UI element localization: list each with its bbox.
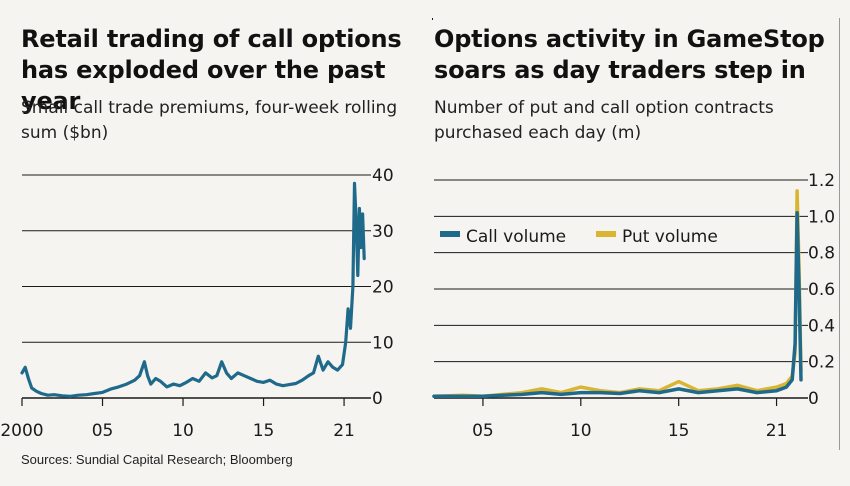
chart2-legend-swatch — [440, 231, 460, 237]
chart2-ytick-label: 0.6 — [808, 280, 835, 300]
chart1-ytick-label: 30 — [372, 222, 394, 242]
chart2-xtick-label: 15 — [668, 421, 690, 441]
chart2-xtick-label: 10 — [570, 421, 592, 441]
chart1-ytick-label: 10 — [372, 333, 394, 353]
chart2-legend-swatch — [596, 231, 616, 237]
chart1-xtick-label: 10 — [172, 421, 194, 441]
chart2-series-call-volume — [432, 210, 803, 398]
chart2-legend-label: Call volume — [466, 227, 566, 247]
source-note: Sources: Sundial Capital Research; Bloom… — [21, 452, 293, 467]
chart2-ytick-label: 0.8 — [808, 244, 835, 264]
chart1-ytick-label: 20 — [372, 278, 394, 298]
chart2-xtick-label: 05 — [472, 421, 494, 441]
chart1-xtick-label: 05 — [92, 421, 114, 441]
chart1-xtick-label: 2000 — [0, 421, 43, 441]
chart2-xtick-label: 21 — [766, 421, 788, 441]
right-border — [839, 18, 840, 450]
chart2-ytick-label: 1.2 — [808, 171, 835, 191]
chart1-ytick-label: 0 — [372, 389, 383, 409]
panel-divider-top — [432, 18, 433, 20]
chart1-ytick-label: 40 — [372, 166, 394, 186]
chart2-series-put-volume — [432, 189, 803, 398]
chart2-legend-label: Put volume — [622, 227, 718, 247]
chart2-ytick-label: 1.0 — [808, 207, 835, 227]
chart2-title: Options activity in GameStop soars as da… — [434, 25, 825, 84]
chart2-ytick-label: 0 — [808, 389, 819, 409]
chart1-title: Retail trading of call options has explo… — [21, 25, 402, 115]
chart2-subtitle: Number of put and call option contracts … — [434, 98, 774, 143]
chart2-ytick-label: 0.2 — [808, 353, 835, 373]
chart1-xtick-label: 21 — [333, 421, 355, 441]
chart1-xtick-label: 15 — [253, 421, 275, 441]
chart2-ytick-label: 0.4 — [808, 316, 835, 336]
chart1-subtitle: Small call trade premiums, four-week rol… — [21, 98, 398, 143]
chart1-series-line — [20, 181, 366, 398]
